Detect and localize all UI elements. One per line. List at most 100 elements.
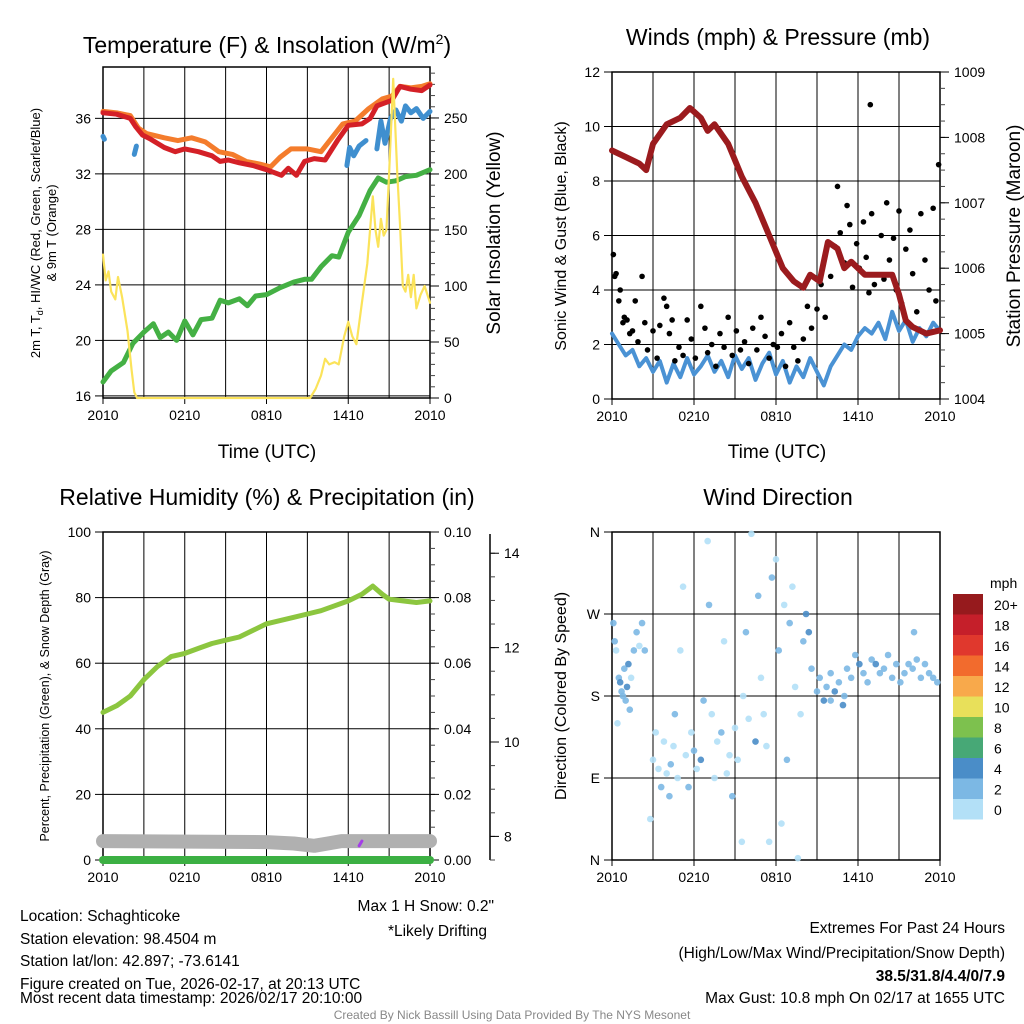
insolation-axis-tick-label: 150 [444, 222, 468, 238]
gust-point [762, 333, 768, 340]
gust-point [868, 210, 875, 217]
wind-direction-point [791, 683, 799, 691]
wind-direction-point [757, 674, 765, 682]
legend-label: 14 [994, 659, 1010, 675]
wind-direction-point [802, 610, 810, 618]
wind-direction-point [690, 747, 698, 754]
wind-direction-point [892, 660, 900, 668]
x-tick-label: 0210 [678, 408, 709, 424]
latlon-text: Station lat/lon: 42.897; -73.6141 [20, 953, 240, 970]
plot-frame [611, 531, 941, 861]
legend-label: 8 [994, 720, 1002, 736]
gust-point [737, 347, 744, 353]
wind-direction-point [728, 792, 736, 800]
y-tick-label: W [587, 606, 601, 622]
wind-direction-point [772, 556, 780, 563]
snow-depth-axis-tick-label: 12 [504, 640, 520, 656]
gust-point [642, 319, 648, 326]
gust-point [918, 210, 924, 217]
gust-point [800, 336, 807, 342]
wind-direction-point [652, 729, 660, 736]
wind-direction-point [705, 601, 713, 609]
wind-direction-point [827, 669, 834, 677]
gust-point [725, 314, 731, 321]
winds-chart-title: Winds (mph) & Pressure (mb) [626, 24, 930, 50]
precip-axis-tick-label: 0.02 [444, 786, 471, 802]
wind-direction-point [888, 674, 896, 682]
wind-direction-point [623, 683, 631, 691]
legend-swatch [953, 778, 983, 799]
station-pressure-line [609, 105, 943, 337]
legend-label: 6 [994, 741, 1002, 757]
2m-t-line [100, 82, 433, 178]
insolation-axis-tick-label: 200 [444, 166, 468, 182]
wind-direction-point [763, 742, 770, 750]
snow-depth-axis-tick-label: 14 [504, 545, 520, 561]
wind-direction-point [614, 720, 621, 727]
gust-point [903, 246, 909, 252]
wind-direction-point [655, 765, 662, 773]
insolation-axis-tick-label: 0 [444, 390, 452, 406]
wind-direction-point [667, 761, 675, 768]
gust-point [837, 229, 844, 236]
wind-direction-point [708, 710, 716, 718]
gust-point [770, 341, 777, 348]
y-tick-label: 100 [68, 524, 92, 540]
wind-direction-point [657, 783, 665, 791]
hi-wc-line-segment [100, 133, 107, 142]
snow-depth-axis-tick-label: 8 [504, 828, 512, 844]
wind-direction-point [880, 665, 888, 672]
gust-point [871, 281, 878, 288]
gust-point [896, 208, 902, 214]
gust-point [721, 344, 727, 351]
gust-point [632, 298, 639, 304]
gust-point [795, 358, 801, 364]
x-tick-label: 2010 [596, 408, 627, 424]
x-tick-label: 0810 [251, 407, 282, 423]
insolation-axis-tick-label: 50 [444, 334, 460, 350]
gust-point [849, 284, 856, 291]
wind-direction-point [742, 628, 750, 636]
wind-direction-point [813, 688, 821, 695]
gust-point [749, 325, 756, 331]
gust-point [617, 287, 623, 293]
max-snow-text: Max 1 H Snow: 0.2" [358, 898, 494, 915]
gust-point [790, 344, 797, 351]
temp-right-axis-title: Solar Insolation (Yellow) [484, 131, 505, 334]
legend-label: 0 [994, 802, 1002, 818]
pressure-axis-tick-label: 1005 [954, 326, 985, 342]
y-tick-label: 10 [584, 119, 600, 135]
sonic-wind-line [610, 309, 942, 388]
gust-point [878, 232, 885, 239]
gust-point [782, 363, 789, 370]
y-tick-label: E [591, 770, 600, 786]
y-tick-label: 20 [75, 332, 91, 348]
x-tick-label: 2010 [924, 869, 955, 885]
legend-swatch [953, 676, 983, 697]
wind-direction-point [760, 710, 767, 718]
wind-direction-point [929, 674, 937, 682]
temp-left-axis-title-line1: 2m T, Td, HI/WC (Red, Green, Scarlet/Blu… [28, 108, 45, 358]
wind-direction-point [860, 669, 867, 677]
gust-point [886, 257, 893, 263]
wind-direction-point [800, 638, 807, 645]
max-gust-text: Max Gust: 10.8 mph On 02/17 at 1655 UTC [705, 990, 1005, 1007]
gust-point [933, 298, 939, 304]
gust-point [702, 325, 708, 331]
gust-point [698, 303, 704, 310]
gust-point [708, 341, 715, 348]
wind-direction-point [663, 770, 670, 777]
wind-direction-point [693, 765, 701, 773]
wind-direction-point [823, 683, 830, 691]
gust-point [684, 317, 690, 323]
temp-x-axis-title: Time (UTC) [218, 442, 317, 463]
y-tick-label: 2 [592, 337, 600, 353]
x-tick-label: 0810 [760, 869, 791, 885]
wind-direction-point [797, 710, 804, 718]
y-tick-label: 0 [83, 852, 91, 868]
y-tick-label: 6 [592, 228, 600, 244]
location-text: Location: Schaghticoke [20, 908, 180, 925]
y-tick-label: N [590, 852, 600, 868]
